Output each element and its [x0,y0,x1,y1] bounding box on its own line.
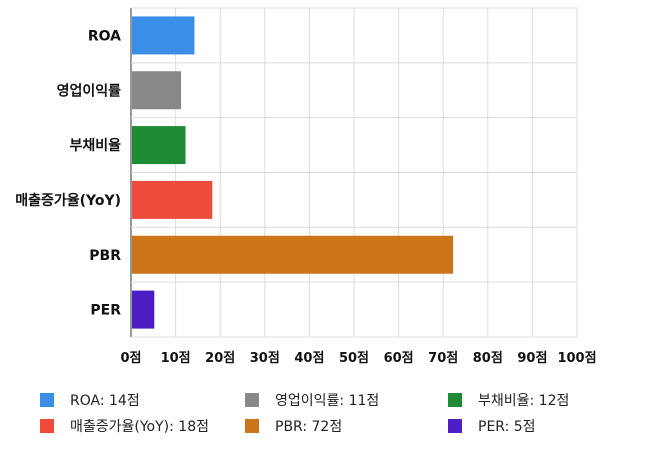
x-tick-label: 40점 [294,351,324,366]
legend-item: ROA: 14점 [40,390,140,410]
legend-item: 영업이익률: 11점 [245,390,379,410]
legend-swatch [448,419,462,433]
x-tick-label: 20점 [205,351,235,366]
chart-bars [132,16,454,329]
x-tick-label: 90점 [517,351,547,366]
legend-swatch [448,393,462,407]
legend-label: PER: 5점 [478,419,536,435]
bar-1 [132,71,182,110]
x-tick-label: 80점 [473,351,503,366]
category-label: 부채비율 [69,137,121,154]
bar-0 [132,16,195,55]
category-label: ROA [88,28,121,44]
legend-item: PER: 5점 [448,416,536,436]
legend-label: PBR: 72점 [275,419,343,435]
x-tick-label: 30점 [250,351,280,366]
x-tick-label: 70점 [428,351,458,366]
bar-2 [132,126,186,165]
legend-label: 부채비율: 12점 [478,393,570,409]
legend-swatch [40,419,54,433]
legend-swatch [245,419,259,433]
x-tick-label: 100점 [557,351,596,366]
x-tick-label: 0점 [120,351,141,366]
legend-swatch [245,393,259,407]
bar-4 [132,235,454,274]
legend-item: PBR: 72점 [245,416,342,436]
legend-item: 부채비율: 12점 [448,390,569,410]
category-label: PER [90,303,121,319]
bar-5 [132,290,155,329]
legend-label: 매출증가율(YoY): 18점 [70,419,209,435]
legend-item: 매출증가율(YoY): 18점 [40,416,209,436]
chart-grid [130,7,578,338]
x-tick-label: 50점 [339,351,369,366]
legend-swatch [40,393,54,407]
category-label: 매출증가율(YoY) [15,192,121,209]
category-label: 영업이익률 [57,82,122,99]
category-label: PBR [89,248,121,264]
x-tick-label: 60점 [384,351,414,366]
bar-3 [132,180,213,219]
x-tick-labels: 0점 10점 20점 30점 40점 50점 60점 70점 80점 90점 100점 [120,351,596,366]
x-tick-label: 10점 [161,351,191,366]
legend-label: 영업이익률: 11점 [275,393,380,409]
legend-label: ROA: 14점 [70,393,140,409]
